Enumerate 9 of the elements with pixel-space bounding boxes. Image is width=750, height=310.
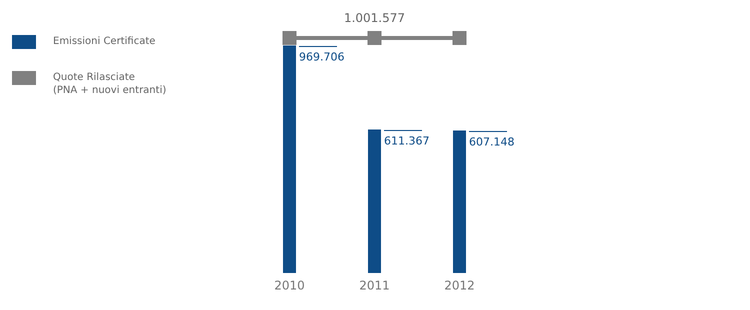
data-label: 607.148 (469, 136, 514, 149)
legend-label: Emissioni Certificate (53, 35, 156, 48)
legend-label: Quote Rilasciate (PNA + nuovi entranti) (53, 71, 166, 97)
data-label: 969.706 (299, 50, 344, 64)
data-label: 611.367 (384, 134, 430, 148)
x-tick-label: 2010 (274, 278, 305, 293)
x-tick-label: 2011 (359, 278, 390, 293)
x-tick-label: 2012 (444, 278, 475, 293)
data-label: 1.001.577 (344, 11, 406, 25)
